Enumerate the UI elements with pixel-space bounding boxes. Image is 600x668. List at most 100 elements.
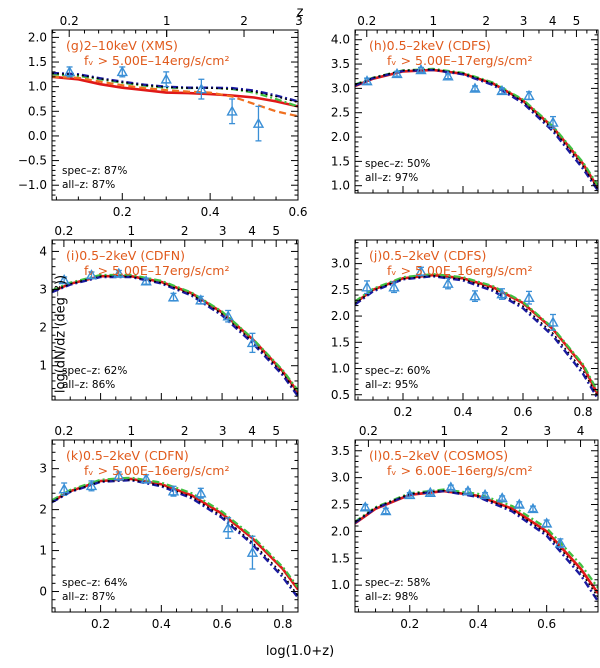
z-tick-label: 1 — [127, 224, 135, 238]
data-point — [63, 65, 76, 77]
data-point — [160, 73, 172, 84]
data-point — [85, 269, 98, 280]
panel-l-points — [359, 481, 567, 549]
x-tick-label: 0.2 — [400, 617, 419, 631]
data-point — [391, 67, 403, 79]
panel-flux-limit: fᵥ > 5.00E–14erg/s/cm² — [84, 53, 229, 68]
all-z-label: all–z: 95% — [365, 379, 418, 391]
data-point — [547, 316, 559, 327]
x-tick-label: 0.4 — [201, 205, 220, 219]
z-tick-label: 2 — [482, 14, 490, 28]
data-point — [540, 517, 553, 528]
z-tick-label: 3 — [544, 424, 552, 438]
data-point — [554, 537, 567, 548]
panel-title: (h)0.5–2keV (CDFS) — [369, 38, 491, 53]
series-black-line — [52, 275, 298, 395]
data-point — [222, 522, 234, 533]
panel-title: (g)2–10keV (XMS) — [66, 38, 178, 53]
data-point — [469, 82, 481, 93]
y-tick-label: 3.0 — [331, 81, 350, 95]
y-tick-label: 2.5 — [331, 498, 350, 512]
panel-i-points — [58, 267, 259, 354]
data-point — [252, 117, 265, 128]
y-tick-label: 3.5 — [331, 57, 350, 71]
series-green-line — [52, 273, 298, 392]
panel-flux-limit: fᵥ > 5.00E–16erg/s/cm² — [84, 463, 229, 478]
data-point — [380, 505, 392, 516]
data-point — [479, 488, 491, 500]
y-tick-label: 0.5 — [28, 104, 47, 118]
data-point — [496, 84, 508, 96]
data-point — [361, 75, 373, 86]
series-blue-line — [52, 71, 298, 103]
data-point — [58, 483, 70, 494]
z-tick-label: 0.2 — [54, 424, 73, 438]
y-tick-label: 2.0 — [28, 30, 47, 44]
panel-flux-limit: fᵥ > 6.00E–16erg/s/cm² — [387, 463, 532, 478]
series-blue-line — [355, 274, 598, 400]
data-point — [116, 65, 128, 77]
data-point — [523, 89, 535, 100]
panel-j-points — [361, 265, 559, 331]
z-tick-label: 0.2 — [54, 224, 73, 238]
series-blue-line — [355, 489, 598, 602]
y-tick-label: 1 — [39, 544, 47, 558]
y-tick-label: 1.0 — [28, 80, 47, 94]
data-point — [404, 488, 416, 500]
panel-title: (i)0.5–2keV (CDFN) — [66, 248, 185, 263]
all-z-label: all–z: 86% — [62, 379, 115, 391]
series-black-line — [355, 68, 598, 190]
y-tick-label: 1.5 — [331, 154, 350, 168]
data-point — [415, 265, 427, 276]
series-black-line — [355, 489, 598, 598]
y-tick-label: 2.0 — [331, 309, 350, 323]
x-tick-label: 0.8 — [573, 405, 592, 419]
panel-flux-limit: fᵥ > 5.00E–17erg/s/cm² — [387, 53, 532, 68]
z-tick-label: 0.2 — [357, 14, 376, 28]
y-tick-label: 3 — [39, 283, 47, 297]
panel-flux-limit: fᵥ > 5.00E–16erg/s/cm² — [387, 263, 532, 278]
z-tick-label: 3 — [295, 14, 303, 28]
all-z-label: all–z: 87% — [62, 591, 115, 603]
z-tick-label: 1 — [429, 14, 437, 28]
z-tick-label: 2 — [240, 14, 248, 28]
panel-frame — [51, 29, 299, 201]
data-point — [442, 70, 454, 81]
data-point — [222, 310, 234, 321]
y-tick-label: 1.0 — [331, 362, 350, 376]
data-point — [140, 472, 152, 484]
x-tick-label: 0.4 — [152, 617, 171, 631]
y-tick-label: 3.0 — [331, 471, 350, 485]
z-tick-label: 1 — [441, 424, 449, 438]
spec-z-label: spec–z: 62% — [62, 365, 127, 377]
x-axis-label: log(1.0+z) — [265, 644, 335, 659]
y-tick-label: 1.5 — [331, 551, 350, 565]
series-green-line — [355, 488, 598, 589]
panel-l-curves — [355, 488, 598, 602]
panel-title: (j)0.5–2keV (CDFS) — [369, 248, 486, 263]
y-tick-label: 2.0 — [331, 524, 350, 538]
data-point — [58, 274, 70, 285]
y-tick-label: −0.5 — [18, 154, 47, 168]
data-point — [527, 502, 539, 514]
z-tick-label: 4 — [248, 424, 256, 438]
x-tick-label: 0.2 — [91, 617, 110, 631]
data-point — [361, 281, 373, 292]
y-tick-label: −1.0 — [18, 178, 47, 192]
z-tick-label: 5 — [272, 424, 280, 438]
top-axis-label: z — [297, 5, 304, 20]
series-blue-line — [52, 275, 298, 397]
y-tick-label: 2 — [39, 321, 47, 335]
data-point — [442, 277, 454, 288]
y-tick-label: 4.0 — [331, 33, 350, 47]
panel-j-curves — [355, 272, 598, 400]
y-tick-label: 4 — [39, 244, 47, 258]
data-point — [462, 485, 474, 496]
y-tick-label: 3 — [39, 462, 47, 476]
panel-frame — [354, 29, 599, 194]
x-tick-label: 0.6 — [213, 617, 232, 631]
data-point — [415, 63, 427, 75]
data-point — [246, 336, 259, 348]
panel-i: 1 2 3 4 0.2 1 2 3 4 5 (i)0.5–2keV (CDFN)fᵥ > 5.00E… — [39, 224, 299, 401]
z-tick-label: 1 — [127, 424, 135, 438]
